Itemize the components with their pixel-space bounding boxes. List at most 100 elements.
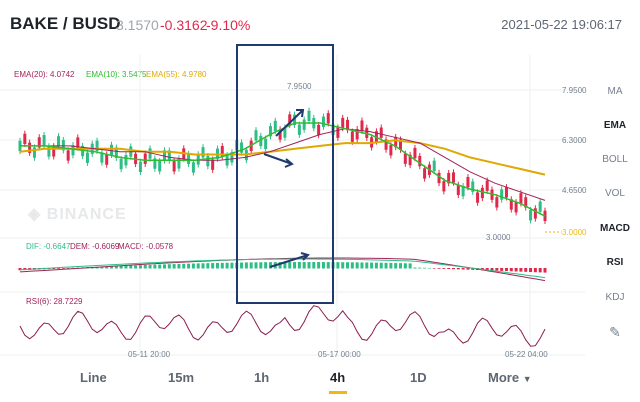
indicator-vol[interactable]: VOL	[604, 188, 625, 199]
candle-body	[418, 155, 422, 167]
macd-bar	[148, 264, 152, 269]
pair-title[interactable]: BAKE / BUSD	[10, 14, 121, 33]
candle-body	[42, 135, 46, 146]
macd-bar	[134, 265, 138, 269]
macd-bar	[61, 268, 65, 269]
indicator-macd[interactable]: MACD	[600, 223, 630, 234]
candle-body	[283, 127, 287, 138]
candle-body	[374, 131, 378, 142]
candle-body	[509, 199, 513, 210]
candle-body	[124, 155, 128, 166]
macd-bar	[264, 262, 268, 269]
tab-more[interactable]: More ▼	[488, 370, 532, 385]
candlestick-series	[18, 107, 547, 224]
macd-bar	[543, 268, 547, 273]
axis-label-1: 7.9500	[562, 86, 587, 95]
candle-body	[538, 201, 542, 212]
candle-body	[28, 142, 32, 153]
candle-body	[456, 184, 460, 196]
candle-body	[23, 133, 27, 144]
candle-body	[350, 131, 354, 142]
candle-body	[495, 197, 499, 208]
macd-bar	[529, 268, 533, 273]
macd-bar	[177, 263, 181, 269]
candle-body	[317, 124, 321, 136]
candle-body	[408, 154, 412, 166]
tab-1h[interactable]: 1h	[254, 370, 270, 385]
macd-bar	[432, 268, 436, 269]
indicator-rsi[interactable]: RSI	[606, 257, 624, 268]
candle-body	[524, 197, 528, 208]
candle-body	[341, 117, 345, 129]
indicator-kdj[interactable]: KDJ	[605, 292, 625, 303]
candle-body	[423, 168, 427, 179]
candle-body	[519, 193, 523, 204]
macd-bar	[220, 262, 224, 269]
watermark-text: BINANCE	[46, 206, 127, 223]
candle-body	[432, 160, 436, 171]
tab-more-label: More	[488, 370, 520, 385]
dem-line	[19, 258, 546, 279]
candle-body	[447, 173, 451, 184]
macd-bar	[100, 266, 104, 269]
macd-bar	[500, 268, 504, 271]
candle-body	[52, 146, 56, 157]
candle-body	[326, 113, 330, 124]
draw-icon[interactable]: ✎	[609, 324, 621, 340]
candle-body	[148, 148, 152, 159]
candle-body	[76, 137, 80, 148]
candle-body	[529, 210, 533, 221]
macd-bar	[249, 262, 253, 269]
macd-bar	[110, 266, 114, 269]
candle-body	[254, 130, 258, 141]
candle-body	[37, 137, 41, 148]
tab-line[interactable]: Line	[80, 370, 107, 385]
rsi-line	[19, 305, 546, 347]
active-tab-indicator	[329, 391, 347, 394]
price-change: -0.3162	[160, 17, 208, 33]
candle-body	[95, 140, 99, 152]
tab-15m[interactable]: 15m	[168, 370, 195, 385]
candle-body	[32, 147, 36, 158]
macd-bar	[427, 267, 431, 269]
ema10-legend: EMA(10): 3.5475	[86, 70, 147, 79]
macd-bar	[355, 262, 359, 269]
time-label-2: 05-17 00:00	[318, 350, 361, 359]
macd-bar	[346, 262, 350, 269]
macd-bar	[259, 262, 263, 269]
macd-bar	[519, 268, 523, 272]
macd-bar	[182, 263, 186, 269]
indicator-boll[interactable]: BOLL	[602, 154, 628, 165]
candle-body	[211, 159, 215, 170]
candle-body	[240, 142, 244, 153]
indicator-ma[interactable]: MA	[607, 86, 623, 97]
macd-bar	[370, 262, 374, 269]
header: BAKE / BUSD 3.1570 -0.3162 -9.10% 2021-0…	[0, 0, 640, 48]
candle-body	[466, 176, 470, 188]
macd-bar	[254, 262, 258, 269]
macd-bar	[143, 264, 147, 269]
current-price-tag: 3.0000	[562, 228, 587, 237]
tab-4h[interactable]: 4h	[330, 370, 346, 385]
candle-body	[100, 152, 104, 163]
macd-bar	[524, 268, 528, 272]
candle-body	[360, 120, 364, 131]
macd-bar	[538, 268, 542, 273]
candle-body	[105, 154, 109, 165]
macd-bar	[456, 268, 460, 270]
macd-legend: MACD: -0.0578	[118, 242, 174, 251]
macd-bar	[399, 263, 403, 269]
macd-bar	[509, 268, 513, 272]
binance-logo-icon: ◈	[28, 206, 42, 223]
candle-body	[138, 161, 142, 173]
candle-body	[336, 127, 340, 138]
candle-body	[71, 145, 75, 156]
macd-bar	[413, 267, 417, 269]
candle-body	[384, 139, 388, 150]
tab-1d[interactable]: 1D	[410, 370, 427, 385]
candle-body	[476, 192, 480, 203]
indicator-ema[interactable]: EMA	[603, 120, 627, 131]
candle-body	[259, 135, 263, 147]
candle-body	[66, 150, 70, 161]
